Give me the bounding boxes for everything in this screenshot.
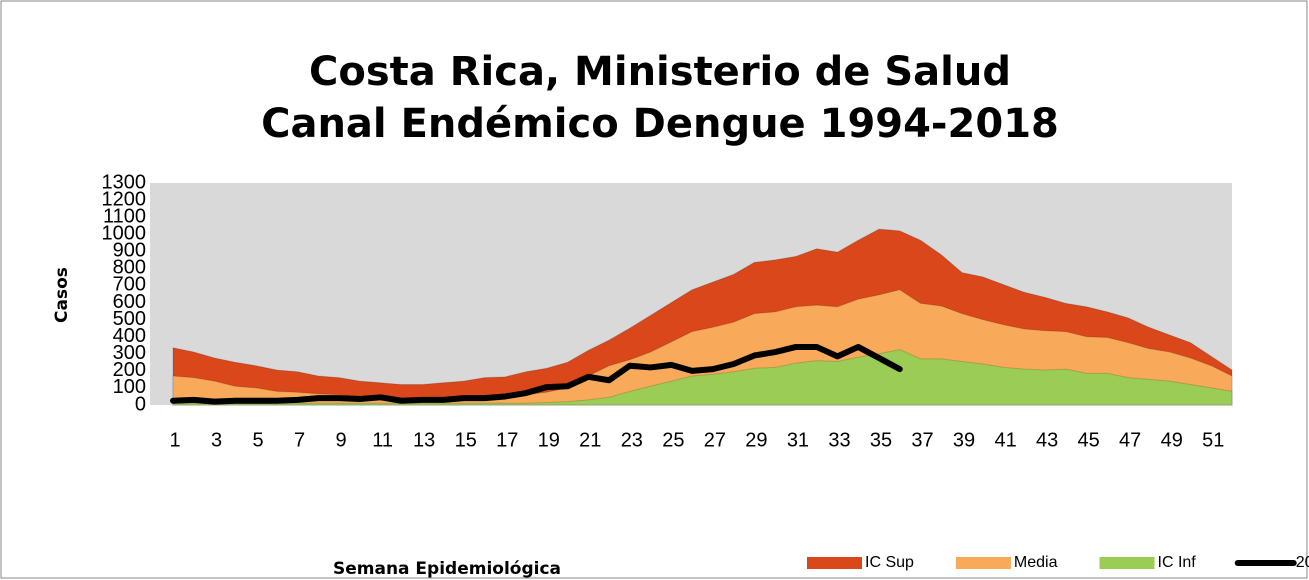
legend-label: IC Inf [1158,554,1197,571]
x-tick-label: 49 [1161,429,1183,451]
x-tick-label: 23 [621,429,643,451]
x-tick-label: 9 [336,429,347,451]
chart-subtitle: Canal Endémico Dengue 1994-2018 [261,101,1059,147]
y-axis-label: Casos [52,267,72,323]
x-tick-label: 27 [704,429,726,451]
y-tick-label: 300 [113,342,146,364]
x-tick-label: 11 [372,429,393,451]
y-tick-label: 1200 [102,188,147,210]
x-tick-label: 43 [1036,429,1058,451]
legend-swatch [955,557,1011,569]
x-tick-label: 21 [579,429,601,451]
x-tick-label: 13 [413,429,435,451]
y-tick-label: 1100 [103,205,146,227]
y-tick-label: 500 [113,308,146,330]
y-tick-label: 900 [113,240,146,262]
x-tick-label: 51 [1202,429,1224,451]
x-tick-label: 1 [169,429,180,451]
y-tick-label: 700 [113,274,146,296]
y-tick-label: 0 [135,393,146,415]
y-tick-label: 200 [113,359,146,381]
x-tick-label: 35 [870,429,892,451]
legend-swatch [1099,557,1155,569]
x-tick-label: 41 [994,429,1016,451]
y-tick-label: 1000 [102,223,147,245]
x-tick-label: 17 [496,429,518,451]
x-tick-label: 15 [455,429,477,451]
x-tick-label: 39 [953,429,975,451]
x-tick-label: 45 [1078,429,1100,451]
y-tick-label: 400 [113,325,146,347]
x-tick-label: 47 [1119,429,1141,451]
x-tick-label: 19 [538,429,560,451]
legend-label: 2019 [1296,554,1309,571]
chart-title: Costa Rica, Ministerio de Salud [309,49,1011,95]
x-tick-label: 29 [745,429,767,451]
line [170,343,903,405]
y-tick-label: 1300 [102,171,147,193]
x-tick-label: 3 [211,429,222,451]
x-tick-label: 33 [828,429,850,451]
area [172,348,1233,406]
x-tick-label: 37 [911,429,933,451]
x-axis-label: Semana Epidemiológica [333,559,561,579]
legend-label: IC Sup [865,554,914,571]
x-tick-label: 25 [662,429,684,451]
y-tick-label: 600 [113,291,146,313]
y-tick-label: 800 [113,257,146,279]
x-tick-label: 5 [252,429,263,451]
legend-label: Media [1014,554,1058,571]
x-tick-label: 7 [294,429,305,451]
y-tick-label: 100 [113,376,146,398]
x-tick-label: 31 [787,429,809,451]
legend-swatch [807,557,862,569]
